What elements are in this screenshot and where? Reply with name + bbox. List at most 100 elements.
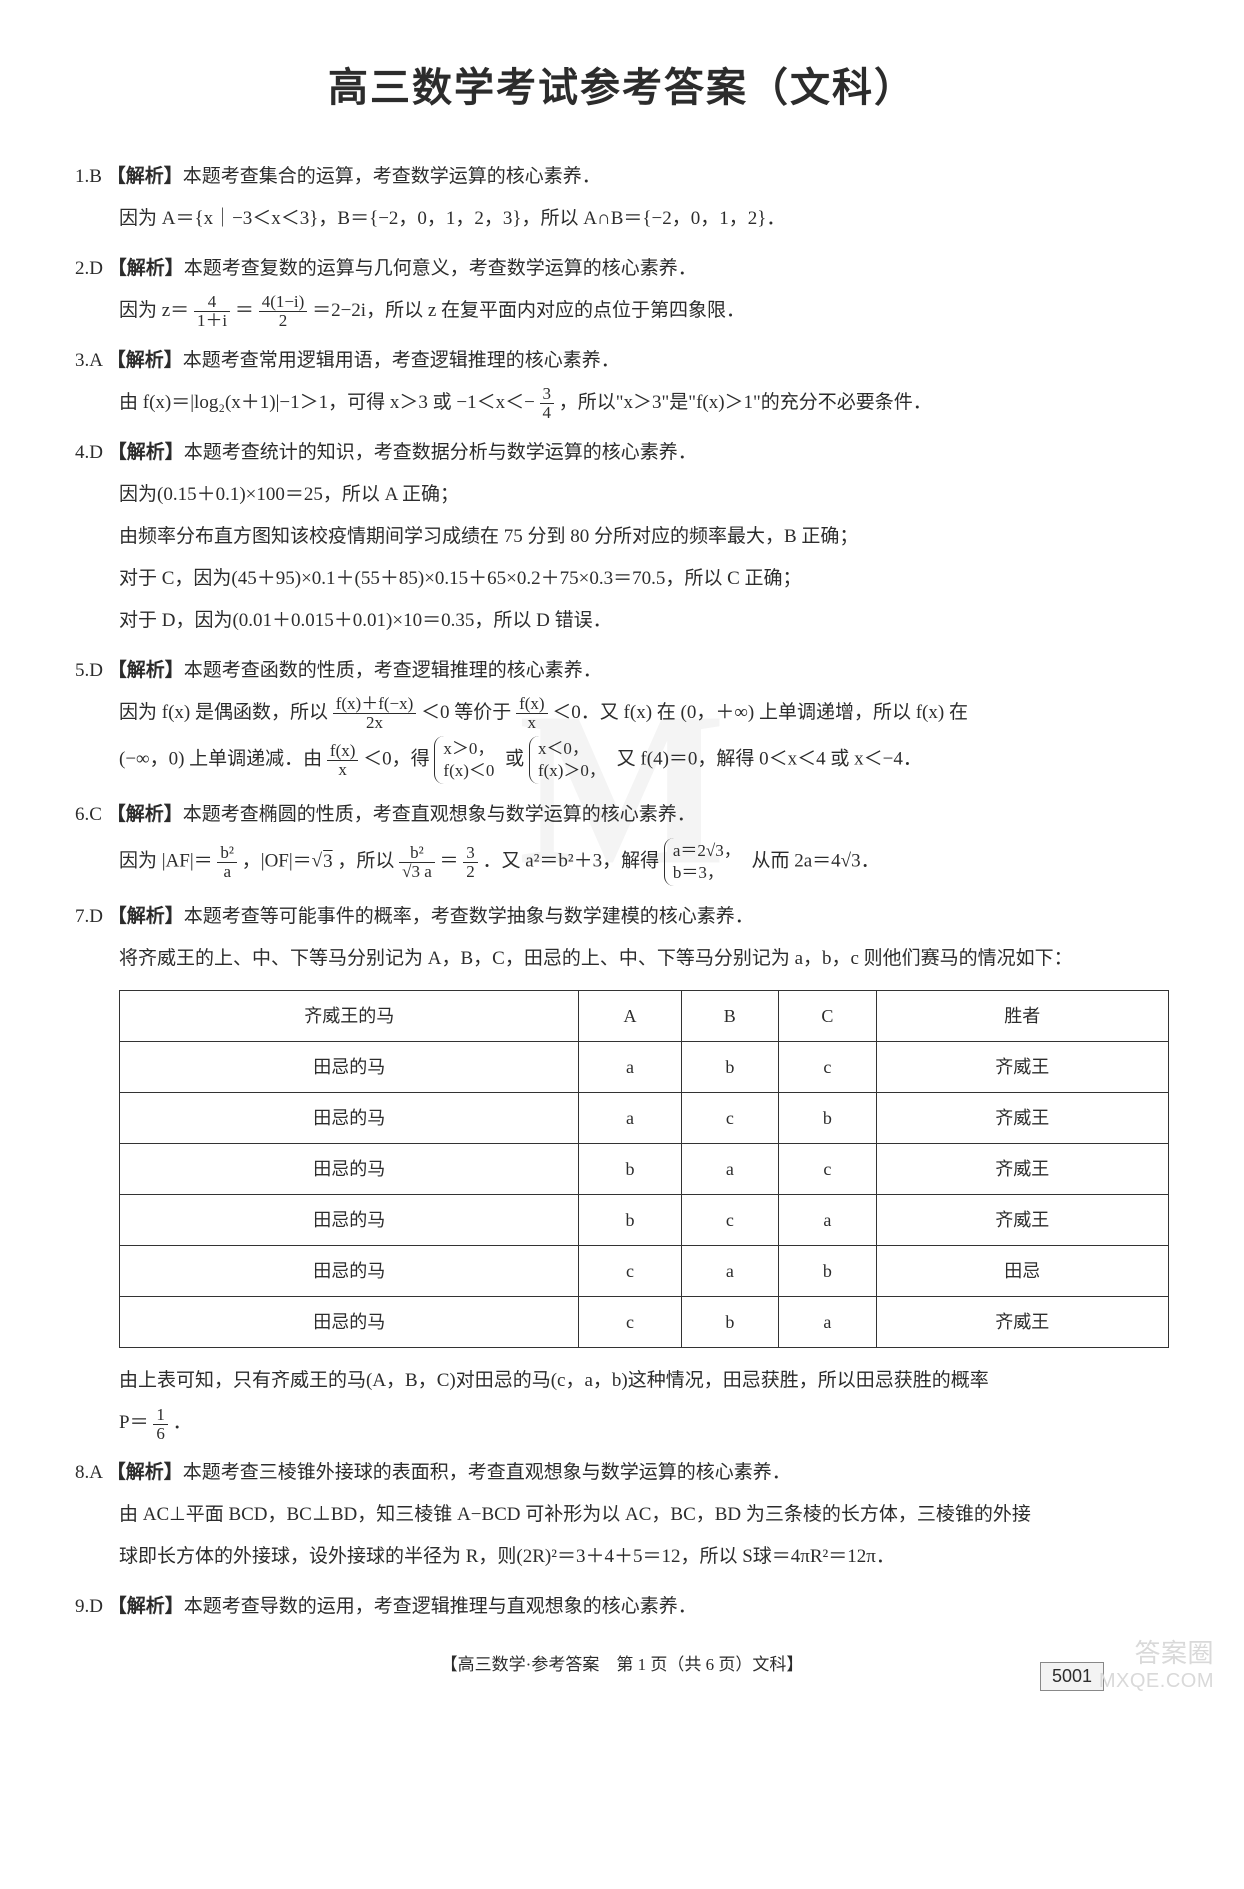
cases: a＝2√3，b＝3， [664,838,747,886]
q4-head: 4.D [75,442,103,463]
table-cell: 田忌的马 [120,1195,579,1246]
cases: x＞0，f(x)＜0 [434,736,500,784]
table-cell: b [681,1042,779,1093]
analysis-label: 【解析】 [108,1596,184,1617]
watermark: 答案圈 MXQE.COM [1099,1633,1214,1693]
table-row: 田忌的马bac齐威王 [120,1144,1169,1195]
table-cell: c [779,1042,877,1093]
q1-ana: 本题考查集合的运算，考查数学运算的核心素养． [183,166,601,187]
q4-ana: 本题考查统计的知识，考查数据分析与数学运算的核心素养． [184,442,697,463]
fraction: 16 [153,1406,168,1443]
table-header: A [579,991,681,1042]
cases: x＜0，f(x)＞0， [529,736,612,784]
analysis-label: 【解析】 [108,442,184,463]
q8-line2: 球即长方体的外接球，设外接球的半径为 R，则(2R)²＝3＋4＋5＝12，所以 … [75,1538,1169,1576]
q2-line1: 因为 z＝ 41＋i ＝ 4(1−i)2 ＝2−2i，所以 z 在复平面内对应的… [75,292,1169,330]
fraction: b²√3 a [399,844,435,881]
q3-head: 3.A [75,350,102,371]
q4-line1: 因为(0.15＋0.1)×100＝25，所以 A 正确； [75,476,1169,514]
fraction: b²a [217,844,237,881]
table-cell: b [579,1144,681,1195]
table-cell: 齐威王 [876,1042,1168,1093]
question-6: 6.C 【解析】本题考查椭圆的性质，考查直观想象与数学运算的核心素养． 因为 |… [75,796,1169,886]
table-row: 田忌的马abc齐威王 [120,1042,1169,1093]
table-cell: 田忌 [876,1246,1168,1297]
q8-ana: 本题考查三棱锥外接球的表面积，考查直观想象与数学运算的核心素养． [183,1462,791,1483]
q8-head: 8.A [75,1462,102,1483]
analysis-label: 【解析】 [107,166,183,187]
q3-line1: 由 f(x)＝|log₂(x＋1)|−1＞1，可得 x＞3 或 −1＜x＜− 3… [75,384,1169,422]
page-title: 高三数学考试参考答案（文科） [75,55,1169,113]
table-cell: c [779,1144,877,1195]
q5-head: 5.D [75,660,103,681]
q5-ana: 本题考查函数的性质，考查逻辑推理的核心素养． [184,660,602,681]
table-cell: 田忌的马 [120,1297,579,1348]
table-cell: a [681,1144,779,1195]
q2-ana: 本题考查复数的运算与几何意义，考查数学运算的核心素养． [184,258,697,279]
table-cell: a [579,1093,681,1144]
fraction: 41＋i [194,293,230,330]
analysis-label: 【解析】 [107,350,183,371]
q4-line2: 由频率分布直方图知该校疫情期间学习成绩在 75 分到 80 分所对应的频率最大，… [75,518,1169,556]
q6-line1: 因为 |AF|＝ b²a ，|OF|＝√3 ，所以 b²√3 a ＝ 32 ．又… [75,838,1169,886]
table-cell: 齐威王 [876,1195,1168,1246]
q7-table-wrap: 齐威王的马ABC胜者 田忌的马abc齐威王田忌的马acb齐威王田忌的马bac齐威… [75,990,1169,1348]
analysis-label: 【解析】 [108,906,184,927]
table-cell: a [681,1246,779,1297]
analysis-label: 【解析】 [107,804,183,825]
table-cell: a [579,1042,681,1093]
analysis-label: 【解析】 [108,660,184,681]
q7-head: 7.D [75,906,103,927]
q4-line4: 对于 D，因为(0.01＋0.015＋0.01)×10＝0.35，所以 D 错误… [75,602,1169,640]
question-7: 7.D 【解析】本题考查等可能事件的概率，考查数学抽象与数学建模的核心素养． 将… [75,898,1169,1442]
question-5: 5.D 【解析】本题考查函数的性质，考查逻辑推理的核心素养． 因为 f(x) 是… [75,652,1169,784]
fraction: 34 [540,385,555,422]
q5-line2: (−∞，0) 上单调递减．由 f(x)x ＜0，得 x＞0，f(x)＜0 或 x… [75,736,1169,784]
page-container: { "doc": { "title": "高三数学考试参考答案（文科）", "b… [0,0,1244,1715]
table-cell: 田忌的马 [120,1144,579,1195]
question-9: 9.D 【解析】本题考查导数的运用，考查逻辑推理与直观想象的核心素养． [75,1588,1169,1626]
page-footer: 【高三数学·参考答案 第 1 页（共 6 页）文科】 [75,1650,1169,1675]
table-cell: c [579,1297,681,1348]
table-row: 田忌的马cba齐威王 [120,1297,1169,1348]
analysis-label: 【解析】 [107,1462,183,1483]
q7-line3: P＝ 16 ． [75,1404,1169,1442]
paper-code: 5001 [1040,1662,1104,1691]
table-cell: 田忌的马 [120,1042,579,1093]
question-2: 2.D 【解析】本题考查复数的运算与几何意义，考查数学运算的核心素养． 因为 z… [75,250,1169,330]
q1-line1: 因为 A＝{x｜−3＜x＜3}，B＝{−2，0，1，2，3}，所以 A∩B＝{−… [75,200,1169,238]
table-cell: 齐威王 [876,1093,1168,1144]
fraction: f(x)x [327,742,358,779]
q6-head: 6.C [75,804,102,825]
q8-line1: 由 AC⊥平面 BCD，BC⊥BD，知三棱锥 A−BCD 可补形为以 AC，BC… [75,1496,1169,1534]
q3-ana: 本题考查常用逻辑用语，考查逻辑推理的核心素养． [183,350,620,371]
analysis-label: 【解析】 [108,258,184,279]
table-cell: c [681,1195,779,1246]
question-1: 1.B 【解析】本题考查集合的运算，考查数学运算的核心素养． 因为 A＝{x｜−… [75,158,1169,238]
table-cell: c [681,1093,779,1144]
table-cell: 田忌的马 [120,1093,579,1144]
question-8: 8.A 【解析】本题考查三棱锥外接球的表面积，考查直观想象与数学运算的核心素养．… [75,1454,1169,1576]
table-cell: 齐威王 [876,1144,1168,1195]
q7-line1: 将齐威王的上、中、下等马分别记为 A，B，C，田忌的上、中、下等马分别记为 a，… [75,940,1169,978]
q2-head: 2.D [75,258,103,279]
table-row: 田忌的马cab田忌 [120,1246,1169,1297]
table-header: 齐威王的马 [120,991,579,1042]
table-row: 田忌的马acb齐威王 [120,1093,1169,1144]
table-cell: b [779,1246,877,1297]
table-cell: a [779,1195,877,1246]
table-header: C [779,991,877,1042]
table-row: 田忌的马bca齐威王 [120,1195,1169,1246]
fraction: 4(1−i)2 [259,293,308,330]
table-header: 胜者 [876,991,1168,1042]
table-header: B [681,991,779,1042]
horse-match-table: 齐威王的马ABC胜者 田忌的马abc齐威王田忌的马acb齐威王田忌的马bac齐威… [119,990,1169,1348]
fraction: f(x)＋f(−x)2x [333,695,417,732]
q7-ana: 本题考查等可能事件的概率，考查数学抽象与数学建模的核心素养． [184,906,754,927]
question-4: 4.D 【解析】本题考查统计的知识，考查数据分析与数学运算的核心素养． 因为(0… [75,434,1169,640]
table-cell: a [779,1297,877,1348]
table-cell: 齐威王 [876,1297,1168,1348]
fraction: 32 [463,844,478,881]
q7-line2: 由上表可知，只有齐威王的马(A，B，C)对田忌的马(c，a，b)这种情况，田忌获… [75,1362,1169,1400]
question-3: 3.A 【解析】本题考查常用逻辑用语，考查逻辑推理的核心素养． 由 f(x)＝|… [75,342,1169,422]
